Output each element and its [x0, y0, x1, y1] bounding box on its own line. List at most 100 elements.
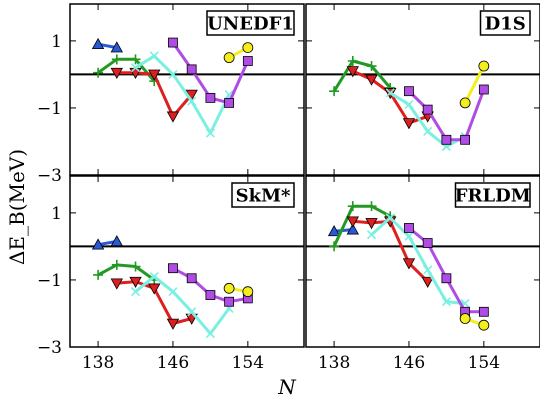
- panel-label-box: [206, 10, 295, 36]
- series-1: [91, 235, 123, 250]
- series-4: [130, 272, 234, 339]
- panel-2: D1S: [305, 3, 540, 176]
- series-line: [463, 65, 486, 104]
- y-tick-label: 1: [51, 204, 62, 224]
- series-line: [134, 54, 231, 135]
- data-point: [168, 263, 178, 274]
- series-1: [91, 37, 123, 53]
- data-point: [111, 259, 122, 270]
- data-point: [205, 128, 215, 138]
- series-line: [370, 216, 466, 305]
- data-point: [327, 224, 341, 237]
- data-point: [478, 319, 490, 331]
- data-point: [423, 265, 433, 275]
- data-point: [460, 134, 471, 145]
- data-point: [329, 241, 340, 252]
- series-2: [329, 201, 396, 252]
- panel-frame: [69, 175, 305, 348]
- series-line: [97, 263, 156, 282]
- data-point: [110, 278, 123, 290]
- series-2: [329, 56, 396, 97]
- series-4: [130, 51, 234, 138]
- series-1: [327, 223, 359, 237]
- series-3: [110, 67, 198, 123]
- panel-4: FRLDM 138 146 154: [305, 175, 540, 373]
- y-tick-label: −1: [37, 99, 62, 119]
- data-point: [93, 269, 104, 280]
- data-point: [365, 218, 378, 230]
- series-line: [332, 59, 392, 92]
- series-5: [168, 37, 253, 108]
- data-point: [366, 201, 377, 212]
- x-tick-label: 146: [157, 353, 189, 373]
- panel-label-box: [231, 182, 295, 208]
- panel-label: FRLDM: [455, 186, 531, 207]
- series-3: [346, 216, 434, 288]
- data-point: [347, 56, 358, 66]
- x-tick-label: 146: [393, 353, 425, 373]
- series-3: [110, 276, 198, 330]
- data-point: [346, 66, 359, 78]
- data-point: [404, 231, 414, 241]
- data-point: [130, 261, 141, 272]
- data-point: [186, 273, 197, 284]
- data-point: [404, 86, 414, 97]
- x-tick-label: 138: [82, 353, 114, 373]
- y-axis-title: ΔE_B(MeV): [5, 149, 29, 265]
- data-point: [148, 69, 161, 81]
- data-point: [365, 74, 378, 86]
- data-point: [421, 276, 434, 288]
- panel-label: UNEDF1: [207, 14, 294, 35]
- panels: UNEDF1 1 −1 −3 D1S SkM* 1 −1 −3 138 146 154 FRLDM 138…: [37, 3, 540, 373]
- data-point: [91, 238, 105, 250]
- series-line: [332, 204, 391, 248]
- data-point: [459, 313, 471, 324]
- data-point: [402, 258, 416, 270]
- data-point: [130, 287, 141, 297]
- data-point: [110, 235, 123, 247]
- x-tick-label: 154: [232, 353, 264, 373]
- panel-label-box: [454, 182, 531, 208]
- data-point: [205, 92, 216, 103]
- data-point: [111, 54, 122, 65]
- data-point: [423, 126, 433, 136]
- x-axis-title: N: [277, 375, 297, 399]
- panel-frame: [69, 3, 305, 176]
- data-point: [385, 88, 395, 98]
- data-point: [242, 42, 254, 53]
- data-point: [385, 213, 395, 223]
- series-6: [459, 60, 490, 109]
- data-point: [223, 282, 235, 294]
- series-5: [404, 84, 489, 145]
- data-point: [441, 134, 452, 145]
- data-point: [366, 230, 377, 240]
- data-point: [130, 63, 141, 73]
- data-point: [329, 86, 340, 97]
- data-point: [224, 98, 235, 108]
- data-point: [402, 118, 416, 130]
- data-point: [422, 104, 433, 115]
- y-tick-label: −3: [37, 166, 62, 186]
- data-point: [346, 216, 359, 228]
- data-point: [110, 41, 123, 53]
- data-point: [166, 318, 180, 330]
- data-point: [93, 67, 104, 78]
- data-point: [187, 307, 197, 317]
- data-point: [168, 37, 178, 48]
- data-point: [149, 51, 159, 61]
- data-point: [422, 238, 433, 248]
- series-6: [223, 282, 254, 298]
- data-point: [223, 52, 235, 64]
- data-point: [404, 223, 414, 233]
- panel-label: D1S: [485, 14, 526, 35]
- panel-frame: [305, 3, 540, 176]
- y-tick-label: −3: [37, 338, 62, 358]
- panel-frame: [305, 175, 540, 348]
- data-point: [459, 97, 471, 109]
- y-tick-label: 1: [51, 32, 62, 52]
- data-point: [205, 290, 216, 300]
- data-point: [478, 306, 489, 317]
- series-4: [366, 213, 470, 308]
- data-point: [186, 64, 197, 75]
- series-line: [97, 57, 156, 83]
